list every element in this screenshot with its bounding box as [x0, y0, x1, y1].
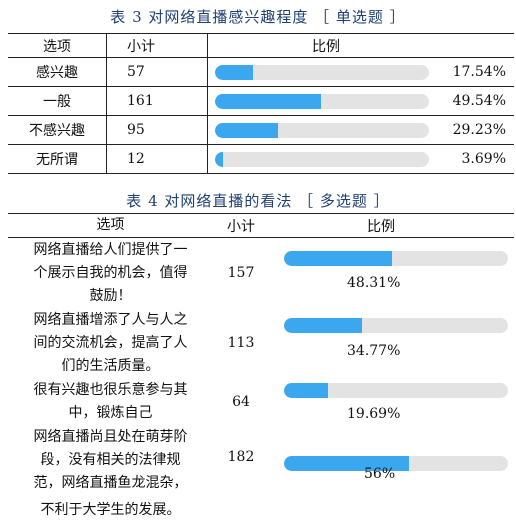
- count-cell: 95: [106, 115, 208, 145]
- ratio-cell: 49.54%: [207, 86, 514, 116]
- count-cell: 12: [106, 144, 208, 174]
- option-cell: 很有兴趣也很乐意参与其 中，锻炼自己: [8, 378, 213, 426]
- option-line: 不利于大学生的发展。: [40, 502, 181, 518]
- progress-bar-fill: [215, 123, 278, 138]
- table-row: 网络直播增添了人与人之 间的交流机会，提高了人 们的生活质量。 113 34.7…: [8, 308, 514, 378]
- percent-label: 17.54%: [452, 64, 506, 80]
- option-cell: 网络直播尚且处在萌芽阶 段，没有相关的法律规 范，网络直播鱼龙混杂， 不利于大学…: [8, 426, 213, 522]
- table-row: 网络直播尚且处在萌芽阶 段，没有相关的法律规 范，网络直播鱼龙混杂， 不利于大学…: [8, 426, 514, 522]
- option-cell: 无所谓: [8, 144, 107, 174]
- progress-bar-track: [215, 65, 429, 80]
- percent-label: 34.77%: [347, 343, 401, 359]
- count-cell: 157: [227, 265, 255, 281]
- table4-header-ratio: 比例: [269, 213, 514, 238]
- ratio-cell: 19.69%: [269, 378, 514, 426]
- table3-header-row: 选项 小计 比例: [8, 33, 514, 58]
- progress-bar-fill: [284, 383, 329, 398]
- progress-bar-fill: [215, 94, 321, 109]
- table3-header-ratio: 比例: [207, 33, 514, 58]
- progress-bar-track: [284, 318, 508, 333]
- option-line: 鼓励！: [89, 287, 132, 304]
- table4: 选项 小计 比例 网络直播给人们提供了一 个展示自我的机会，值得 鼓励！ 157…: [8, 213, 514, 522]
- option-cell: 网络直播给人们提供了一 个展示自我的机会，值得 鼓励！: [8, 238, 213, 309]
- progress-bar-track: [215, 152, 429, 167]
- progress-bar-fill: [284, 251, 393, 266]
- count-cell: 182: [227, 449, 255, 465]
- percent-label: 3.69%: [461, 151, 506, 167]
- progress-bar-track: [284, 456, 508, 471]
- ratio-cell: 48.31%: [269, 238, 514, 309]
- option-line: 段，没有相关的法律规: [40, 452, 181, 468]
- ratio-cell: 29.23%: [207, 115, 514, 145]
- progress-bar-fill: [284, 456, 410, 471]
- percent-label: 19.69%: [347, 406, 401, 422]
- table-row: 很有兴趣也很乐意参与其 中，锻炼自己 64 19.69%: [8, 378, 514, 426]
- option-line: 个展示自我的机会，值得: [33, 264, 188, 281]
- option-line: 们的生活质量。: [61, 357, 160, 374]
- ratio-cell: 3.69%: [207, 144, 514, 174]
- option-cell: 一般: [8, 86, 107, 116]
- table-row: 不感兴趣 95 29.23%: [8, 115, 514, 145]
- percent-label: 48.31%: [347, 275, 401, 291]
- table-row: 一般 161 49.54%: [8, 86, 514, 116]
- table3-caption: 表 3 对网络直播感兴趣程度 ［ 单选题 ］: [110, 8, 406, 26]
- progress-bar-track: [284, 251, 508, 266]
- option-line: 网络直播尚且处在萌芽阶: [33, 429, 188, 445]
- progress-bar-track: [215, 94, 429, 109]
- ratio-cell: 34.77%: [269, 308, 514, 378]
- progress-bar-fill: [284, 318, 362, 333]
- option-line: 间的交流机会，提高了人: [33, 334, 188, 351]
- ratio-cell: 56%: [269, 426, 514, 522]
- table4-caption: 表 4 对网络直播的看法 ［ 多选题 ］: [126, 192, 390, 210]
- table-row: 感兴趣 57 17.54%: [8, 57, 514, 87]
- count-cell: 64: [232, 394, 250, 410]
- table-row: 网络直播给人们提供了一 个展示自我的机会，值得 鼓励！ 157 48.31%: [8, 238, 514, 309]
- percent-label: 56%: [364, 466, 396, 482]
- ratio-cell: 17.54%: [207, 57, 514, 87]
- table3: 选项 小计 比例 感兴趣 57 17.54% 一般 161 49.54% 不感兴…: [8, 33, 514, 174]
- percent-label: 49.54%: [452, 93, 506, 109]
- option-line: 网络直播给人们提供了一: [33, 241, 188, 258]
- table3-header-option: 选项: [8, 33, 107, 58]
- table-row: 无所谓 12 3.69%: [8, 144, 514, 174]
- option-line: 中，锻炼自己: [68, 405, 153, 421]
- option-line: 网络直播增添了人与人之: [33, 311, 188, 328]
- count-cell: 113: [227, 335, 255, 351]
- option-line: 很有兴趣也很乐意参与其: [33, 382, 188, 398]
- option-cell: 不感兴趣: [8, 115, 107, 145]
- progress-bar-track: [284, 383, 508, 398]
- progress-bar-fill: [215, 152, 223, 167]
- count-cell: 161: [106, 86, 208, 116]
- percent-label: 29.23%: [452, 122, 506, 138]
- progress-bar-track: [215, 123, 429, 138]
- option-cell: 感兴趣: [8, 57, 107, 87]
- progress-bar-fill: [215, 65, 253, 80]
- option-cell: 网络直播增添了人与人之 间的交流机会，提高了人 们的生活质量。: [8, 308, 213, 378]
- table4-header-row: 选项 小计 比例: [8, 213, 514, 238]
- table4-header-count: 小计: [213, 213, 269, 238]
- count-cell: 57: [106, 57, 208, 87]
- table4-header-option: 选项: [8, 213, 213, 238]
- table3-header-count: 小计: [106, 33, 208, 58]
- option-line: 范，网络直播鱼龙混杂，: [33, 475, 188, 491]
